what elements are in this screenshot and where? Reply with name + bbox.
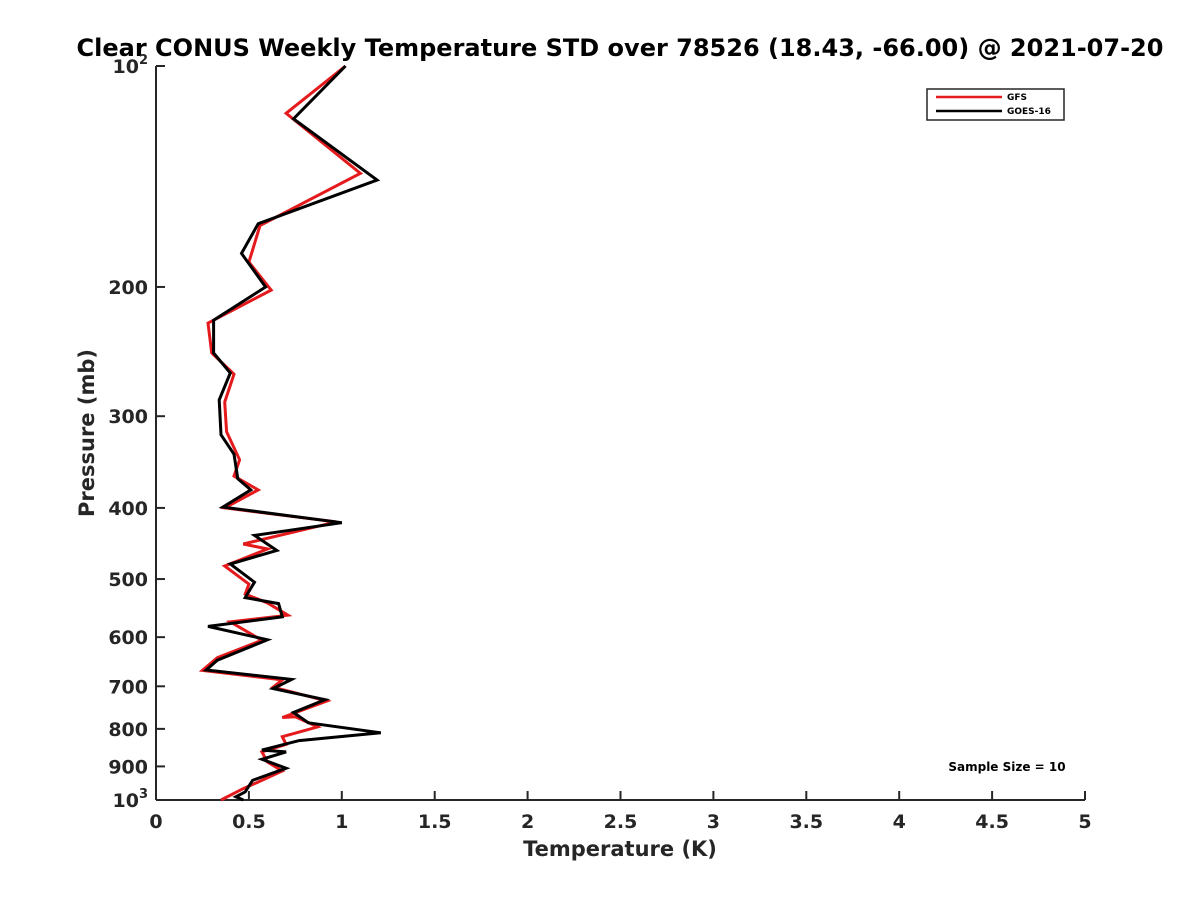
series-line-gfs (198, 64, 364, 802)
x-tick-label: 2 (521, 811, 534, 833)
data-series (198, 64, 382, 802)
x-axis-ticks: 0 0.5 1 1.5 2 2.5 3 3.5 4 4.5 5 (149, 791, 1092, 833)
x-tick-label: 4.5 (975, 811, 1009, 833)
chart-title: Clear CONUS Weekly Temperature STD over … (77, 34, 1164, 62)
x-tick-label: 0.5 (232, 811, 266, 833)
sample-size-annotation: Sample Size = 10 (948, 760, 1065, 774)
x-tick-label: 3 (707, 811, 720, 833)
y-tick-label: 103 (113, 787, 149, 812)
series-line-goes-16 (202, 64, 382, 802)
x-axis-label: Temperature (K) (523, 837, 717, 861)
x-tick-label: 0 (149, 811, 162, 833)
x-tick-label: 5 (1078, 811, 1091, 833)
y-tick-label: 700 (108, 676, 148, 698)
x-tick-label: 3.5 (789, 811, 823, 833)
y-tick-label: 300 (108, 406, 148, 428)
y-tick-label: 400 (108, 498, 148, 520)
legend-box (926, 88, 1065, 121)
y-tick-label: 800 (108, 719, 148, 741)
y-tick-label: 102 (113, 53, 149, 78)
x-tick-label: 2.5 (604, 811, 638, 833)
y-tick-label: 200 (108, 277, 148, 299)
y-tick-label: 600 (108, 627, 148, 649)
y-axis-label: Pressure (mb) (75, 349, 99, 517)
y-tick-label: 500 (108, 569, 148, 591)
plot-axes (155, 66, 1085, 801)
legend-label-goes-16: GOES-16 (1007, 107, 1051, 117)
x-tick-label: 1.5 (418, 811, 452, 833)
chart-legend: GFS GOES-16 (926, 88, 1065, 121)
y-axis-ticks: 102 200 300 400 500 600 700 800 900 103 (108, 53, 165, 812)
y-tick-label: 900 (108, 756, 148, 778)
legend-label-gfs: GFS (1007, 93, 1027, 103)
x-tick-label: 1 (335, 811, 348, 833)
x-tick-label: 4 (893, 811, 906, 833)
